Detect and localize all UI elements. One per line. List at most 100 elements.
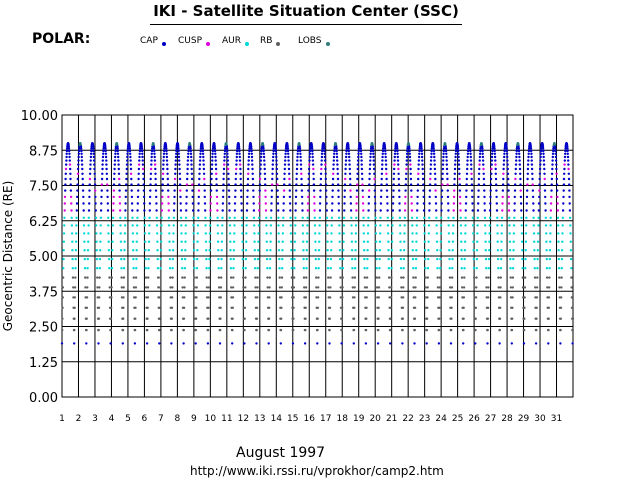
data-point-aur: [265, 216, 268, 219]
data-point-aur: [277, 224, 280, 227]
data-point-aur: [147, 267, 150, 270]
data-point-cap: [246, 189, 249, 192]
data-point-cap: [198, 163, 202, 166]
data-point-cap: [252, 202, 255, 205]
data-point-cap: [526, 189, 529, 192]
data-point-aur: [338, 224, 341, 227]
data-point-rb: [61, 276, 65, 279]
data-point-cap: [529, 147, 533, 150]
data-point-cap: [409, 177, 413, 181]
data-point-cap: [100, 189, 103, 192]
data-point-aur: [83, 267, 87, 270]
data-point-aur: [317, 267, 320, 270]
data-point-cusp: [167, 202, 170, 205]
data-point-cap: [383, 147, 387, 150]
data-point-cap: [223, 149, 227, 153]
data-point-cusp: [452, 202, 456, 205]
data-point-aur: [241, 232, 244, 235]
data-point-rb: [305, 276, 308, 279]
data-point-cap: [165, 149, 168, 153]
data-point-cap: [149, 177, 152, 181]
data-point-cap: [503, 152, 506, 155]
data-point-rb: [231, 286, 235, 289]
data-point-cap: [282, 195, 286, 199]
data-point-rb: [389, 296, 393, 299]
data-point-rb: [171, 296, 174, 299]
data-point-cusp: [167, 209, 170, 212]
data-point-cap: [100, 202, 103, 205]
data-point-cusp: [227, 167, 230, 171]
data-point-rb: [463, 276, 466, 279]
data-point-aur: [435, 240, 439, 243]
data-point-aur: [156, 240, 159, 243]
data-point-aur: [557, 267, 561, 270]
data-point-cusp: [501, 209, 504, 212]
data-point-aur: [545, 249, 548, 252]
data-point-cap: [186, 172, 189, 175]
data-point-cap: [554, 149, 557, 153]
data-point-aur: [209, 224, 212, 227]
data-point-cusp: [215, 172, 218, 175]
data-point-rb: [450, 286, 454, 289]
data-point-rb: [523, 317, 526, 320]
data-point-aur: [476, 224, 479, 227]
data-point-aur: [366, 257, 369, 261]
data-point-rb: [523, 306, 526, 309]
data-point-cap: [77, 149, 81, 153]
data-point-cap: [154, 167, 157, 171]
data-point-rb: [108, 276, 111, 279]
data-point-cap: [198, 177, 201, 181]
data-point-rb: [182, 317, 186, 320]
data-point-aur: [62, 267, 65, 270]
data-point-aur: [293, 249, 296, 252]
data-point-cap: [203, 189, 206, 192]
data-point-cap: [69, 172, 72, 175]
data-point-cap: [364, 342, 368, 345]
data-point-cap: [130, 183, 133, 186]
data-point-aur: [110, 267, 114, 270]
data-point-cap: [109, 342, 112, 345]
data-point-aur: [229, 240, 232, 243]
data-point-cap: [226, 159, 229, 162]
data-point-cap: [398, 202, 401, 205]
data-point-aur: [353, 267, 357, 270]
data-point-rb: [389, 306, 392, 309]
data-point-cap: [421, 172, 425, 175]
data-point-cap: [141, 155, 144, 159]
data-point-aur: [265, 224, 268, 227]
data-point-aur: [314, 267, 318, 270]
data-point-cap: [213, 145, 216, 148]
data-point-cap: [81, 172, 84, 175]
data-point-cap: [203, 202, 207, 205]
data-point-cap: [141, 163, 145, 166]
data-point-aur: [71, 267, 75, 270]
data-point-aur: [193, 257, 196, 261]
data-point-cap: [425, 342, 428, 345]
data-point-aur: [147, 249, 150, 252]
data-point-cap: [65, 163, 68, 166]
data-point-cusp: [490, 167, 493, 171]
data-point-rb: [72, 286, 75, 289]
data-point-aur: [447, 240, 451, 243]
y-tick-label: 0.00: [29, 391, 58, 406]
data-point-aur: [192, 240, 195, 243]
data-point-cap: [112, 183, 116, 186]
data-point-cap: [372, 155, 375, 159]
data-point-cap: [514, 183, 517, 186]
data-point-cap: [539, 149, 543, 153]
data-point-aur: [561, 240, 564, 243]
data-point-cap: [527, 155, 530, 159]
data-point-aur: [569, 224, 572, 227]
data-point-cap: [218, 342, 222, 345]
data-point-aur: [533, 267, 536, 270]
data-point-aur: [569, 232, 572, 235]
data-point-cap: [538, 195, 541, 199]
data-point-cap: [335, 145, 338, 148]
data-point-cap: [258, 183, 262, 186]
data-point-cap: [444, 149, 448, 153]
data-point-cap: [433, 167, 437, 171]
data-point-aur: [436, 267, 439, 270]
data-point-rb: [353, 276, 357, 279]
data-point-cap: [286, 147, 290, 150]
data-point-aur: [342, 249, 345, 252]
